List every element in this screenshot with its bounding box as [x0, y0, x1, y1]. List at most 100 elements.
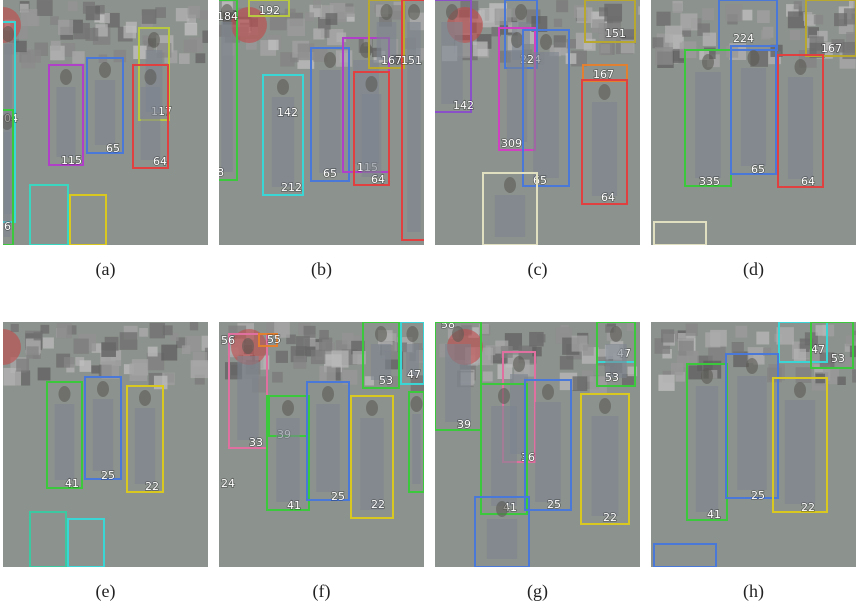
background-texture — [120, 332, 138, 350]
background-texture — [51, 41, 61, 51]
panel-caption: (b) — [311, 259, 332, 280]
person-body — [696, 386, 718, 512]
track-id: 212 — [281, 181, 302, 194]
background-texture — [176, 8, 189, 21]
person-head — [504, 177, 516, 193]
track-id: 8 — [217, 166, 224, 179]
person-head — [360, 42, 372, 58]
track-id: 25 — [101, 469, 115, 482]
image-panel: 41 25 22 — [0, 322, 219, 567]
background-texture — [344, 7, 354, 17]
track-id: 22 — [145, 480, 159, 493]
track-id: 167 — [821, 42, 842, 55]
figure: 0461156511764(a)184819221214265115641671… — [0, 0, 856, 609]
background-texture — [742, 10, 753, 21]
person-head — [702, 54, 714, 70]
background-texture — [705, 332, 720, 347]
background-texture — [184, 40, 197, 53]
panel-caption: (c) — [528, 259, 548, 280]
background-texture — [268, 40, 278, 50]
person-head — [496, 501, 508, 517]
person-head — [513, 356, 525, 372]
background-texture — [199, 10, 208, 19]
background-texture — [656, 12, 670, 26]
background-texture — [852, 369, 856, 382]
background-texture — [50, 16, 59, 25]
background-texture — [638, 6, 646, 14]
background-texture — [305, 12, 314, 21]
background-texture — [726, 46, 738, 58]
person-head — [97, 381, 109, 397]
background-texture — [313, 0, 321, 8]
person-head — [446, 4, 458, 20]
person-head — [366, 400, 378, 416]
person-head — [2, 26, 14, 42]
background-texture — [287, 18, 305, 36]
track-id: 47 — [811, 343, 825, 356]
track-id: 41 — [65, 477, 79, 490]
track-id: 65 — [533, 174, 547, 187]
background-texture — [686, 351, 698, 363]
track-id: 64 — [371, 173, 385, 186]
track-id: 151 — [401, 54, 422, 67]
image-panel: 0461156511764 — [0, 0, 215, 245]
background-texture — [99, 13, 109, 23]
background-texture — [726, 5, 743, 22]
background-texture — [686, 324, 698, 336]
person-head — [145, 69, 157, 85]
person-head — [511, 32, 523, 48]
background-texture — [573, 376, 588, 391]
background-texture — [767, 368, 782, 383]
person-head — [794, 382, 806, 398]
track-id: 65 — [751, 163, 765, 176]
background-texture — [26, 346, 38, 358]
background-texture — [11, 324, 19, 332]
background-texture — [814, 15, 823, 24]
background-texture — [655, 47, 673, 65]
person-head — [452, 326, 464, 342]
track-id: 64 — [601, 191, 615, 204]
background-texture — [132, 359, 148, 375]
background-texture — [304, 326, 316, 338]
person-head — [322, 386, 334, 402]
track-id: 22 — [371, 498, 385, 511]
background-texture — [788, 11, 805, 28]
person-head — [701, 368, 713, 384]
background-texture — [757, 10, 770, 23]
background-texture — [272, 372, 283, 383]
background-texture — [179, 53, 190, 64]
background-texture — [28, 49, 41, 62]
person-head — [408, 4, 420, 20]
person-body — [237, 356, 258, 440]
person-body — [507, 50, 527, 142]
person-head — [407, 326, 419, 342]
person-body — [95, 80, 115, 145]
person-body — [360, 418, 384, 510]
track-id: 6 — [4, 220, 11, 233]
person-head — [1, 114, 13, 130]
person-body — [276, 418, 300, 502]
background-texture — [326, 13, 338, 25]
background-texture — [201, 336, 216, 351]
background-texture — [332, 350, 349, 367]
background-texture — [846, 335, 856, 346]
person-head — [277, 79, 289, 95]
track-id: 224 — [733, 32, 754, 45]
person-body — [737, 376, 766, 490]
track-id: 24 — [221, 477, 235, 490]
background-texture — [680, 13, 697, 30]
background-texture — [68, 1, 78, 11]
background-texture — [64, 357, 74, 367]
person-body — [55, 404, 75, 480]
background-texture — [834, 13, 847, 26]
track-id: 151 — [605, 27, 626, 40]
person-head — [599, 84, 611, 100]
person-body — [535, 402, 561, 502]
background-texture — [790, 30, 800, 40]
background-texture — [658, 375, 674, 391]
person-body — [788, 77, 813, 179]
person-head — [748, 50, 760, 66]
person-head — [282, 400, 294, 416]
background-texture — [671, 363, 683, 375]
person-head — [59, 386, 71, 402]
